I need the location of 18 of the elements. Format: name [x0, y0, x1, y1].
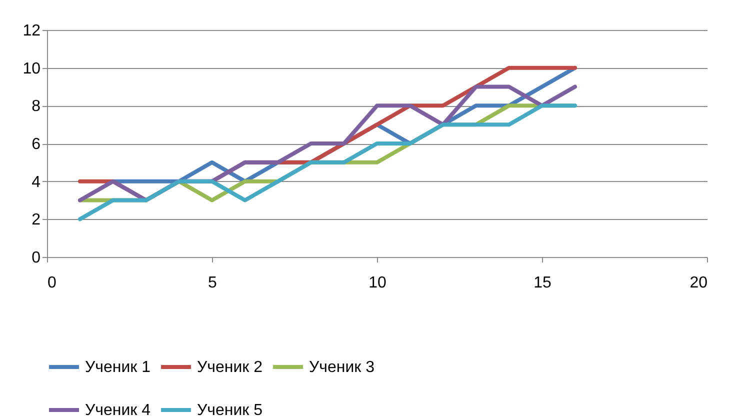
legend-label: Ученик 5 — [197, 402, 263, 419]
x-tick-label: 10 — [368, 274, 386, 292]
y-tick-label: 2 — [32, 212, 41, 229]
y-tick-label: 6 — [32, 136, 41, 153]
legend-label: Ученик 4 — [85, 402, 151, 419]
x-tick-label: 15 — [534, 274, 552, 292]
y-tick-label: 0 — [32, 250, 41, 266]
y-tick-label: 12 — [22, 22, 41, 40]
legend-label: Ученик 2 — [197, 359, 263, 376]
x-tick-label: 20 — [690, 274, 708, 292]
y-tick-label: 10 — [22, 60, 41, 78]
legend-label: Ученик 1 — [85, 359, 151, 376]
line-series — [78, 104, 577, 222]
x-tick-label: 5 — [208, 274, 218, 292]
x-tick-label: 0 — [48, 274, 56, 292]
y-tick-label: 4 — [32, 174, 41, 191]
legend-label: Ученик 3 — [309, 359, 375, 376]
y-tick-label: 8 — [32, 98, 41, 116]
